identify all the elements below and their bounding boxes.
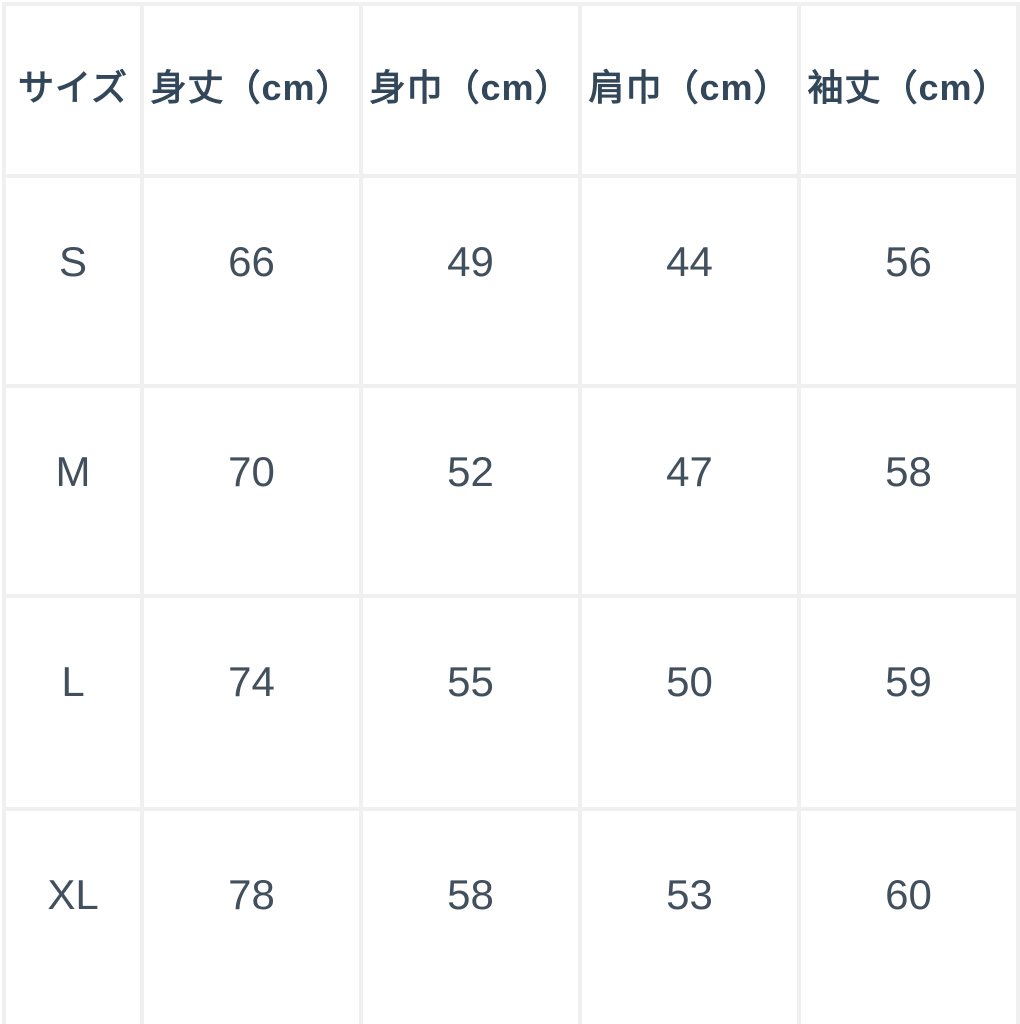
cell-sleeve-length: 60: [797, 807, 1020, 1024]
cell-body-width: 49: [359, 174, 582, 388]
column-header-sleeve-length: 袖丈（cm）: [797, 2, 1020, 178]
cell-body-length: 78: [140, 807, 363, 1024]
cell-sleeve-length: 59: [797, 594, 1020, 811]
cell-shoulder-width: 50: [578, 594, 801, 811]
cell-size-label: M: [2, 384, 144, 598]
cell-body-width: 58: [359, 807, 582, 1024]
cell-size-label: L: [2, 594, 144, 811]
cell-body-length: 74: [140, 594, 363, 811]
cell-sleeve-length: 58: [797, 384, 1020, 598]
table-row-s: S 66 49 44 56: [2, 174, 1020, 388]
cell-body-length: 66: [140, 174, 363, 388]
column-header-shoulder-width: 肩巾（cm）: [578, 2, 801, 178]
cell-shoulder-width: 47: [578, 384, 801, 598]
column-header-body-length: 身丈（cm）: [140, 2, 363, 178]
cell-size-label: XL: [2, 807, 144, 1024]
column-header-body-width: 身巾（cm）: [359, 2, 582, 178]
cell-sleeve-length: 56: [797, 174, 1020, 388]
cell-shoulder-width: 53: [578, 807, 801, 1024]
column-header-size: サイズ: [2, 2, 144, 178]
cell-body-width: 52: [359, 384, 582, 598]
table-row-m: M 70 52 47 58: [2, 384, 1020, 598]
cell-shoulder-width: 44: [578, 174, 801, 388]
cell-body-width: 55: [359, 594, 582, 811]
table-row-xl: XL 78 58 53 60: [2, 807, 1020, 1024]
table-header-row: サイズ 身丈（cm） 身巾（cm） 肩巾（cm） 袖丈（cm）: [2, 2, 1020, 178]
table-row-l: L 74 55 50 59: [2, 594, 1020, 811]
cell-body-length: 70: [140, 384, 363, 598]
cell-size-label: S: [2, 174, 144, 388]
